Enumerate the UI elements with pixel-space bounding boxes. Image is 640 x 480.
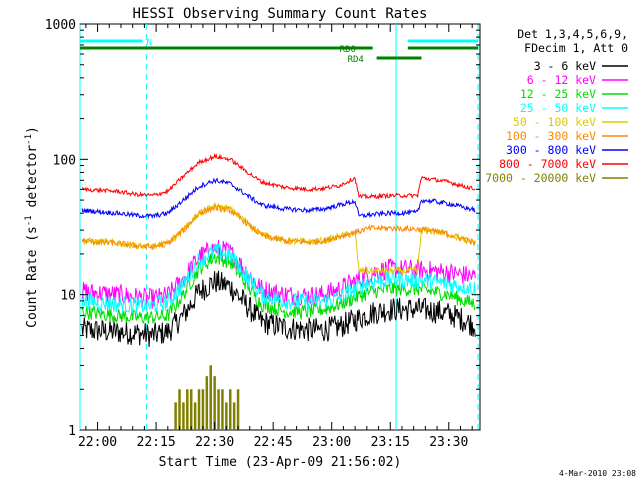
legend-label-1: 6 - 12 keV [527,73,596,87]
y-tick-label-1000: 1000 [45,18,76,33]
chart-title: HESSI Observing Summary Count Rates [132,6,427,22]
x-tick-label-2215: 22:15 [137,435,176,450]
legend-label-5: 100 - 300 keV [506,129,596,143]
y-tick-label-10: 10 [60,289,76,304]
series-25-50-kev [81,243,476,315]
legend-label-3: 25 - 50 keV [520,101,596,115]
footer-date: 4-Mar-2010 23:08 [559,469,636,478]
axis-ticks: 1 10 100 1000 22:00 22:15 22:30 22:45 23:00 23:15… [45,18,480,450]
series-layer [81,152,476,430]
x-tick-label-2330: 23:30 [429,435,468,450]
flag-label-rd0: RD0 [340,45,356,55]
x-tick-label-2245: 22:45 [254,435,293,450]
legend-label-7: 800 - 7000 keV [499,157,596,171]
legend-label-4: 50 - 100 keV [513,115,596,129]
series-100-300-kev [81,204,476,250]
legend: Det 1,3,4,5,6,9, FDecim 1, Att 0 3 - 6 k… [485,27,628,185]
flag-label-rd4: RD4 [348,55,364,65]
legend-header-line-2: FDecim 1, Att 0 [524,41,628,55]
plot-frame [79,23,481,431]
x-tick-label-2200: 22:00 [78,435,117,450]
legend-header-line-1: Det 1,3,4,5,6,9, [517,27,628,41]
series-6-12-kev [81,240,476,310]
x-axis-label: Start Time (23-Apr-09 21:56:02) [159,455,402,470]
series-300-800-kev [81,177,476,220]
series-800-7000-kev [81,152,476,200]
flag-label-n: N [146,38,151,48]
series-12-25-kev [81,252,476,324]
x-tick-label-2300: 23:00 [312,435,351,450]
y-axis-label: Count Rate (s-1 detector-1) [24,126,40,328]
legend-label-2: 12 - 25 keV [520,87,596,101]
x-tick-label-2315: 23:15 [371,435,410,450]
y-tick-label-100: 100 [53,153,76,168]
legend-label-8: 7000 - 20000 keV [485,171,596,185]
series-3-6-kev [81,270,476,347]
x-tick-label-2230: 22:30 [195,435,234,450]
y-tick-label-1: 1 [68,424,76,439]
legend-label-6: 300 - 800 keV [506,143,596,157]
legend-label-0: 3 - 6 keV [534,59,596,73]
